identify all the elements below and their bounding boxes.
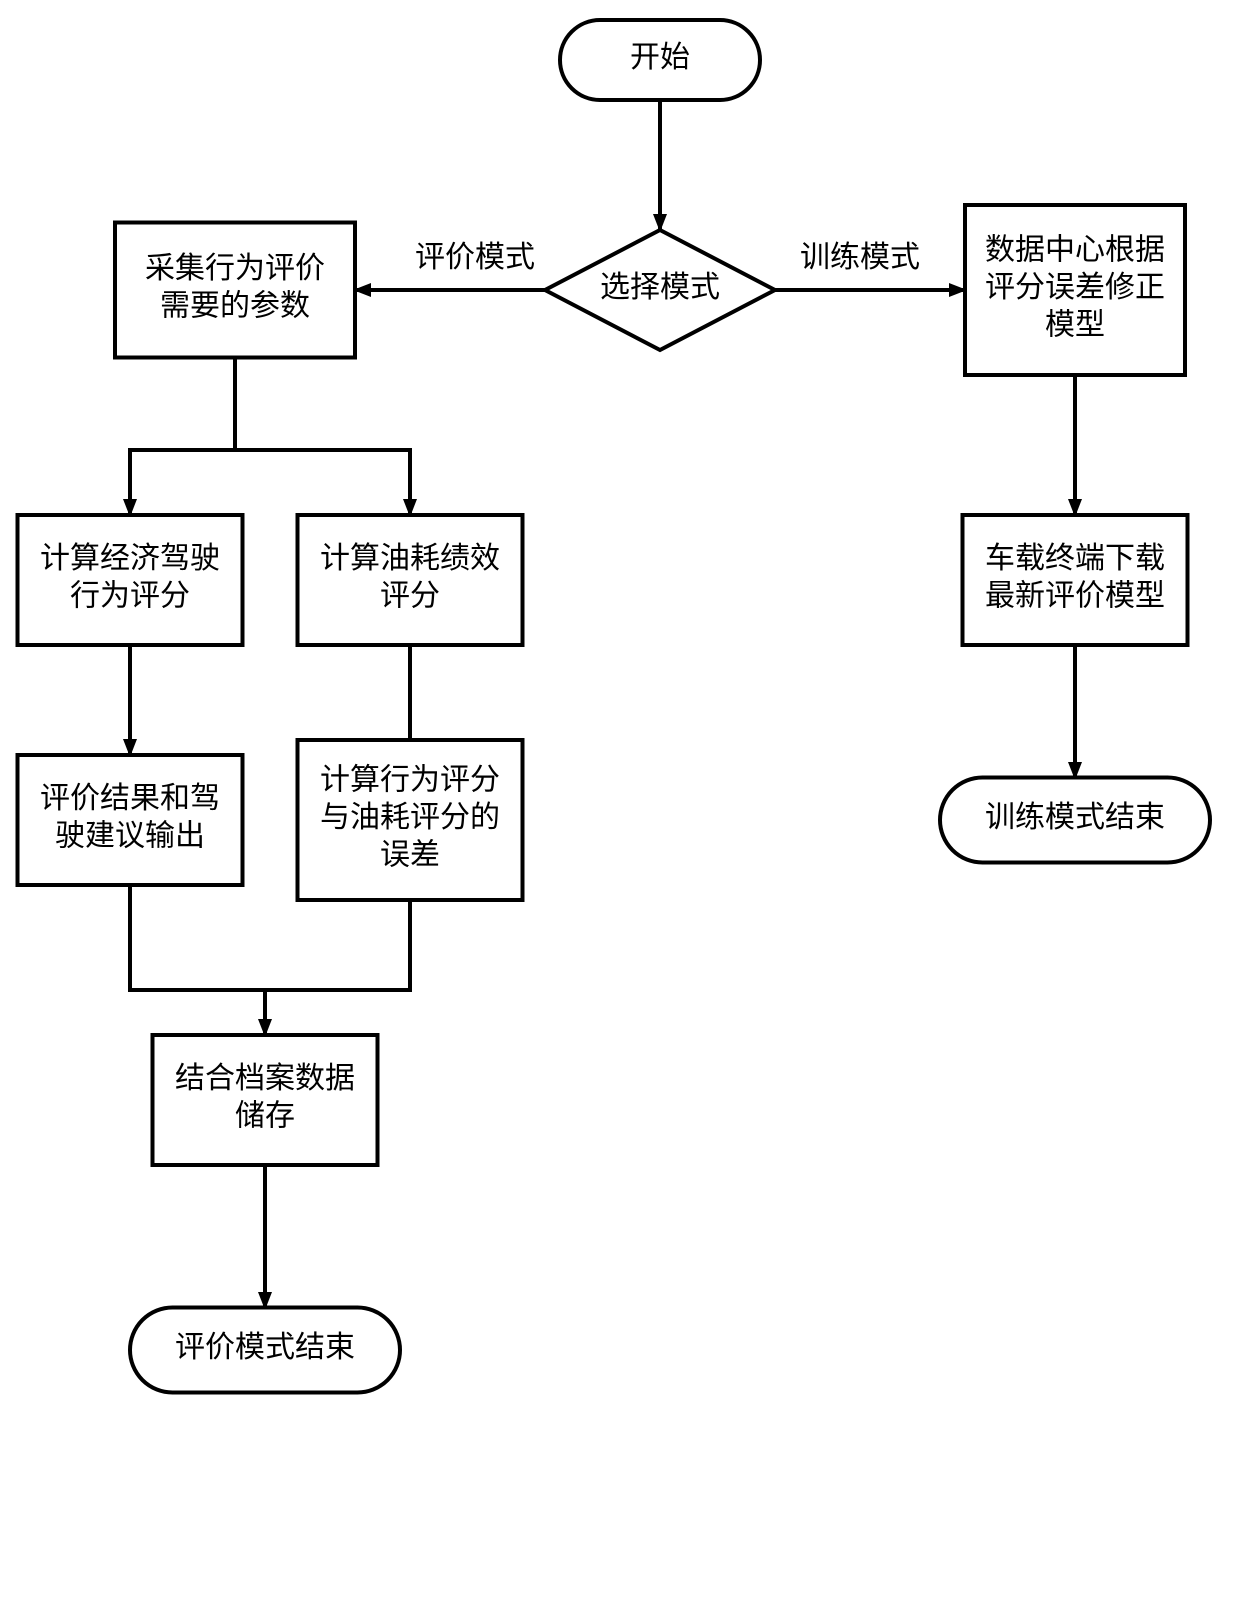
flowchart-edge [130, 358, 235, 515]
node-label: 储存 [235, 1100, 295, 1133]
node-err: 计算行为评分与油耗评分的误差 [298, 740, 523, 900]
node-label: 误差 [380, 838, 440, 871]
node-label: 数据中心根据 [985, 233, 1165, 266]
node-label: 开始 [630, 41, 690, 74]
node-collect: 采集行为评价需要的参数 [115, 223, 355, 358]
node-label: 行为评分 [70, 580, 190, 613]
node-label: 车载终端下载 [985, 542, 1165, 575]
node-label: 模型 [1045, 308, 1105, 341]
node-label: 计算油耗绩效 [320, 542, 500, 575]
edge-label: 评价模式 [415, 241, 535, 274]
node-label: 采集行为评价 [145, 252, 325, 285]
node-label: 评价模式结束 [175, 1331, 355, 1364]
node-start: 开始 [560, 20, 760, 100]
edge-label: 训练模式 [800, 241, 920, 274]
node-download: 车载终端下载最新评价模型 [963, 515, 1188, 645]
node-label: 计算行为评分 [320, 763, 500, 796]
node-label: 评价结果和驾 [40, 782, 220, 815]
node-calcOil: 计算油耗绩效评分 [298, 515, 523, 645]
node-label: 评分 [380, 580, 440, 613]
node-store: 结合档案数据储存 [153, 1035, 378, 1165]
node-label: 结合档案数据 [175, 1062, 355, 1095]
node-label: 驶建议输出 [55, 820, 205, 853]
node-result: 评价结果和驾驶建议输出 [18, 755, 243, 885]
node-label: 训练模式结束 [985, 801, 1165, 834]
node-dc: 数据中心根据评分误差修正模型 [965, 205, 1185, 375]
node-label: 评分误差修正 [985, 271, 1165, 304]
node-select: 选择模式 [545, 230, 775, 350]
node-label: 选择模式 [600, 271, 720, 304]
node-label: 与油耗评分的 [320, 801, 500, 834]
flowchart-edge [130, 885, 265, 1035]
node-label: 计算经济驾驶 [40, 542, 220, 575]
flowchart-edge [235, 450, 410, 515]
node-label: 最新评价模型 [985, 580, 1165, 613]
node-evalEnd: 评价模式结束 [130, 1308, 400, 1393]
node-trainEnd: 训练模式结束 [940, 778, 1210, 863]
node-label: 需要的参数 [160, 290, 310, 323]
node-calcEco: 计算经济驾驶行为评分 [18, 515, 243, 645]
flowchart-edge [265, 900, 410, 990]
